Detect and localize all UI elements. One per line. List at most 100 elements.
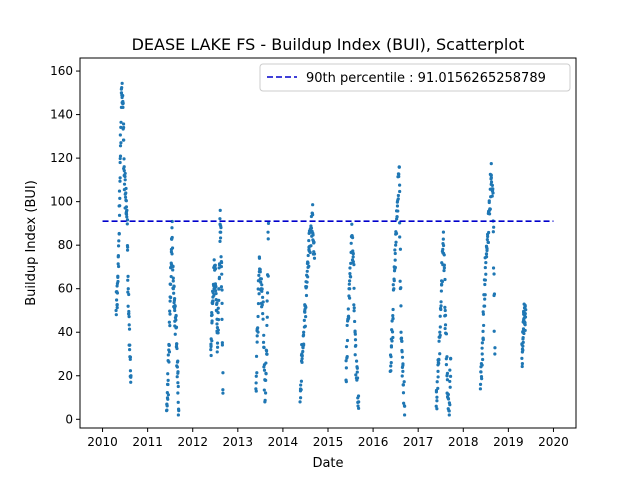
- data-point: [520, 364, 524, 369]
- x-tick-label: 2014: [268, 435, 299, 449]
- x-tick-label: 2019: [493, 435, 524, 449]
- data-point: [299, 383, 303, 387]
- data-point: [116, 264, 121, 269]
- data-point: [389, 344, 394, 348]
- data-point: [127, 315, 131, 319]
- data-point: [348, 287, 352, 291]
- data-point: [212, 258, 216, 262]
- data-point: [221, 388, 225, 392]
- data-point: [303, 324, 307, 328]
- data-point: [303, 310, 307, 314]
- x-tick-label: 2010: [87, 435, 118, 449]
- data-point: [219, 260, 224, 265]
- data-point: [439, 300, 443, 304]
- data-point: [480, 341, 484, 345]
- data-point: [351, 255, 355, 259]
- data-point: [219, 264, 223, 269]
- data-point: [304, 315, 308, 319]
- data-point: [439, 289, 443, 293]
- data-point: [441, 247, 445, 251]
- data-point: [490, 194, 494, 198]
- data-point: [352, 306, 356, 310]
- data-point: [116, 244, 121, 248]
- data-point: [304, 285, 309, 289]
- data-point: [256, 326, 260, 330]
- data-point: [436, 386, 440, 390]
- data-point: [171, 265, 175, 269]
- data-point: [256, 287, 260, 291]
- x-tick-label: 2011: [132, 435, 163, 449]
- data-point: [391, 316, 395, 321]
- data-point: [434, 404, 438, 408]
- data-point: [175, 342, 179, 346]
- data-point: [117, 213, 122, 217]
- data-point: [125, 215, 129, 219]
- data-point: [523, 315, 528, 319]
- data-point: [218, 239, 222, 243]
- data-point: [166, 382, 170, 387]
- data-point: [389, 364, 393, 368]
- data-point: [402, 380, 406, 384]
- data-point: [123, 178, 127, 182]
- data-point: [173, 308, 177, 313]
- data-point: [396, 197, 400, 201]
- data-point: [306, 253, 310, 258]
- data-point: [356, 394, 361, 398]
- data-point: [480, 363, 484, 367]
- data-point: [171, 276, 175, 280]
- data-point: [398, 247, 403, 251]
- data-point: [265, 352, 269, 356]
- data-point: [490, 183, 494, 188]
- data-point: [266, 274, 270, 278]
- data-point: [445, 378, 450, 382]
- data-point: [264, 361, 268, 365]
- data-point: [304, 305, 308, 309]
- data-point: [173, 332, 177, 336]
- data-point: [214, 297, 218, 302]
- data-point: [262, 345, 266, 350]
- data-point: [125, 218, 130, 222]
- data-point: [172, 284, 176, 289]
- data-point: [390, 339, 394, 343]
- data-point: [482, 323, 486, 328]
- data-point: [394, 243, 398, 247]
- data-point: [482, 304, 487, 308]
- data-point: [171, 279, 175, 283]
- data-point: [441, 237, 445, 241]
- data-point: [448, 385, 452, 389]
- data-point: [129, 380, 133, 384]
- data-point: [219, 285, 224, 289]
- data-point: [350, 236, 355, 240]
- data-point: [397, 165, 401, 169]
- data-point: [299, 388, 303, 392]
- data-point: [437, 361, 441, 365]
- data-point: [122, 125, 126, 130]
- data-point: [166, 378, 170, 382]
- data-point: [520, 356, 524, 360]
- data-point: [127, 292, 131, 297]
- data-point: [400, 374, 404, 378]
- data-point: [165, 408, 169, 412]
- data-point: [348, 296, 352, 300]
- data-point: [218, 222, 222, 227]
- data-point: [389, 355, 393, 359]
- data-point: [265, 299, 269, 303]
- data-point: [118, 154, 123, 158]
- data-point: [307, 238, 311, 243]
- data-point: [115, 284, 119, 288]
- data-point: [174, 344, 179, 348]
- x-axis-label: Date: [312, 456, 343, 471]
- data-point: [449, 356, 453, 360]
- data-point: [492, 272, 496, 276]
- data-point: [171, 268, 175, 272]
- data-point: [124, 199, 128, 203]
- data-point: [395, 215, 399, 219]
- y-tick-label: 140: [50, 108, 73, 122]
- data-points: [114, 81, 528, 417]
- data-point: [124, 205, 129, 209]
- data-point: [216, 306, 220, 310]
- data-point: [304, 293, 309, 298]
- data-point: [485, 237, 489, 242]
- data-point: [396, 193, 400, 198]
